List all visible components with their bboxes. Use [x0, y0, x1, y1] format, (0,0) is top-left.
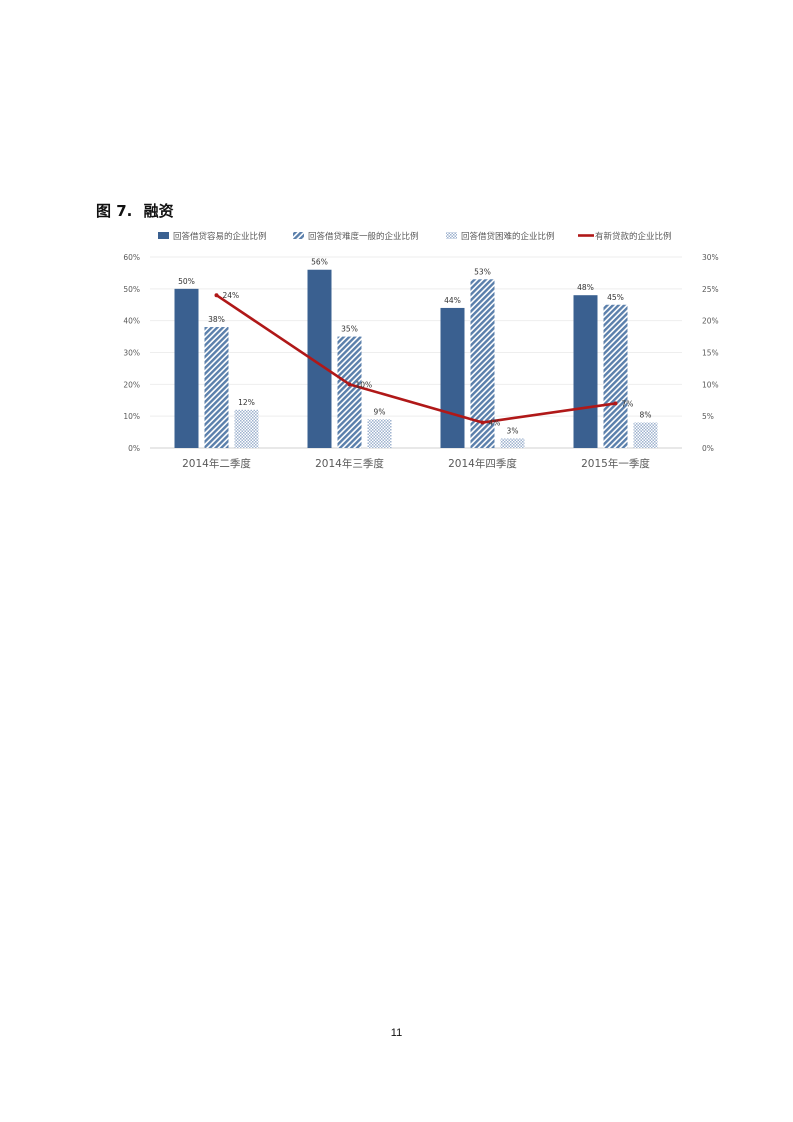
bar [603, 304, 628, 448]
bar-data-label: 35% [341, 325, 358, 334]
line-point [347, 382, 352, 387]
bar [204, 327, 229, 448]
y-axis-right: 0% 5% 10% 15% 20% 25% 30% [702, 253, 719, 453]
line-data-label: 24% [223, 291, 240, 300]
figure-title-text: 融资 [143, 202, 174, 220]
line-data-label: 10% [356, 380, 373, 389]
bar [367, 419, 392, 448]
bar [500, 438, 525, 448]
bar [234, 409, 259, 448]
legend-label: 回答借贷难度一般的企业比例 [308, 231, 419, 242]
legend-label: 回答借贷容易的企业比例 [173, 231, 267, 242]
data-labels: 50% 56% 44% 48% 38% 35% 53% 45% 12% 9% 3% 8% 24% 10% 4… [178, 258, 651, 436]
bar [440, 307, 465, 448]
legend-swatch [293, 232, 304, 239]
gridlines [150, 256, 682, 449]
y-left-tick-label: 10% [123, 412, 140, 421]
line-point [214, 293, 219, 298]
line-data-label: 4% [489, 419, 501, 428]
bar-data-label: 53% [474, 267, 491, 276]
y-left-tick-label: 50% [123, 285, 140, 294]
y-left-tick-label: 20% [123, 380, 140, 389]
legend-label: 有新贷款的企业比例 [595, 231, 672, 242]
line-point [480, 420, 485, 425]
y-right-tick-label: 0% [702, 444, 714, 453]
bar [337, 336, 362, 448]
bar-data-label: 12% [238, 398, 255, 407]
bar-data-label: 3% [507, 426, 519, 435]
y-right-tick-label: 15% [702, 349, 719, 358]
legend-label: 回答借贷困难的企业比例 [461, 231, 555, 242]
y-right-tick-label: 5% [702, 412, 714, 421]
bar-data-label: 56% [311, 258, 328, 267]
bar-data-label: 38% [208, 315, 225, 324]
y-left-tick-label: 40% [123, 317, 140, 326]
x-tick-label: 2014年二季度 [182, 457, 251, 470]
combo-chart: 回答借贷容易的企业比例 回答借贷难度一般的企业比例 回答借贷困难的企业比例 有新贷款的… [123, 231, 719, 470]
y-left-tick-label: 60% [123, 253, 140, 262]
line-point [613, 401, 618, 406]
figure-label: 图 7. [96, 202, 133, 220]
legend-swatch [158, 232, 169, 239]
y-right-tick-label: 30% [702, 253, 719, 262]
bar-data-label: 9% [374, 407, 386, 416]
y-right-tick-label: 10% [702, 380, 719, 389]
line-data-label: 7% [622, 399, 634, 408]
x-tick-label: 2015年一季度 [581, 457, 650, 470]
x-tick-label: 2014年四季度 [448, 457, 517, 470]
bar-data-label: 45% [607, 293, 624, 302]
x-axis: 2014年二季度 2014年三季度 2014年四季度 2015年一季度 [182, 457, 650, 470]
bar-data-label: 8% [640, 411, 652, 420]
y-axis-left: 0% 10% 20% 30% 40% 50% 60% [123, 253, 140, 453]
bar-series [174, 269, 658, 448]
bar-data-label: 48% [577, 283, 594, 292]
y-right-tick-label: 20% [702, 317, 719, 326]
bar-data-label: 44% [444, 296, 461, 305]
bar [573, 295, 598, 448]
line-path [215, 294, 616, 424]
figure-title: 图 7. 融资 [96, 200, 180, 221]
bar-data-label: 50% [178, 277, 195, 286]
y-left-tick-label: 30% [123, 349, 140, 358]
chart-legend: 回答借贷容易的企业比例 回答借贷难度一般的企业比例 回答借贷困难的企业比例 有新贷款的… [158, 231, 672, 242]
page-number: 11 [390, 1027, 403, 1039]
y-right-tick-label: 25% [702, 285, 719, 294]
y-left-tick-label: 0% [128, 444, 140, 453]
legend-swatch [446, 232, 457, 239]
bar [174, 288, 199, 448]
x-tick-label: 2014年三季度 [315, 457, 384, 470]
bar [633, 422, 658, 448]
line-series [214, 293, 618, 425]
